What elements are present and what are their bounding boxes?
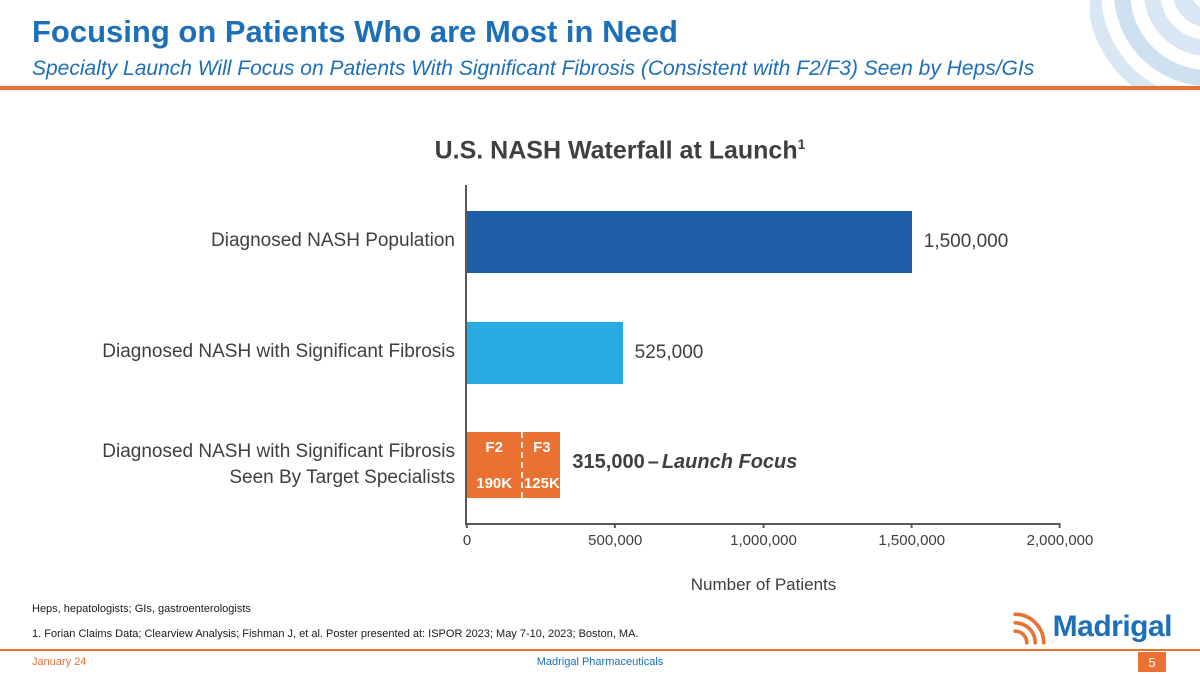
slide-title: Focusing on Patients Who are Most in Nee… xyxy=(32,14,678,49)
footer-date: January 24 xyxy=(32,656,87,668)
footnote-reference: 1. Forian Claims Data; Clearview Analysi… xyxy=(32,628,639,640)
bar-diagnosed-nash-significant-fibrosis xyxy=(467,322,623,384)
category-label-text: Seen By Target Specialists xyxy=(229,467,455,488)
footer-divider xyxy=(0,649,1200,651)
chart-title-text: U.S. NASH Waterfall at Launch xyxy=(434,136,798,165)
madrigal-swoosh-icon xyxy=(1013,612,1046,645)
value-label-launch-focus: 315,000– Launch Focus xyxy=(572,451,797,474)
bar-seen-by-target-specialists: F2 190K F3 125K xyxy=(467,432,561,498)
launch-focus-dash: – xyxy=(647,451,659,473)
x-tick-500000: 500,000 xyxy=(588,523,642,549)
segment-f3-value: 125K xyxy=(523,475,560,492)
madrigal-logo: Madrigal xyxy=(1012,608,1173,646)
slide-subtitle: Specialty Launch Will Focus on Patients … xyxy=(32,57,1035,80)
category-labels: Diagnosed NASH Population Diagnosed NASH… xyxy=(40,185,455,525)
x-tick-0: 0 xyxy=(463,523,471,549)
plot-area: F2 190K F3 125K 1,500,000 525,000 315,00… xyxy=(463,185,1093,594)
tick-mark xyxy=(466,523,468,528)
tick-label: 2,000,000 xyxy=(1026,532,1094,549)
launch-focus-number: 315,000 xyxy=(572,451,645,473)
value-label-1500000: 1,500,000 xyxy=(923,231,1009,252)
bar-segment-f3: F3 125K xyxy=(523,432,560,498)
segment-f3-label: F3 xyxy=(533,439,551,456)
tick-label: 0 xyxy=(462,532,472,549)
value-label-525000: 525,000 xyxy=(634,342,704,363)
bar-diagnosed-nash-population xyxy=(467,211,912,273)
page-number-badge: 5 xyxy=(1138,652,1166,672)
chart-title: U.S. NASH Waterfall at Launch1 xyxy=(180,136,1060,165)
tick-label: 500,000 xyxy=(588,532,643,549)
x-tick-1500000: 1,500,000 xyxy=(878,523,945,549)
segment-f2-label: F2 xyxy=(485,439,503,456)
category-label-text: Diagnosed NASH Population xyxy=(211,230,455,251)
bar-segment-f2: F2 190K xyxy=(467,432,524,498)
x-tick-1000000: 1,000,000 xyxy=(730,523,797,549)
chart-title-footnote-marker: 1 xyxy=(797,136,806,152)
category-label-text: Diagnosed NASH with Significant Fibrosis xyxy=(102,341,455,362)
tick-mark xyxy=(614,523,617,528)
header-divider xyxy=(0,86,1200,90)
x-axis-ticks: 0 500,000 1,000,000 1,500,000 2,000,000 xyxy=(463,523,1093,557)
x-tick-2000000: 2,000,000 xyxy=(1026,523,1094,549)
tick-label: 1,500,000 xyxy=(878,532,946,549)
footer-company: Madrigal Pharmaceuticals xyxy=(536,656,664,668)
tick-mark xyxy=(1058,523,1061,528)
footnote-abbreviations: Heps, hepatologists; GIs, gastroenterolo… xyxy=(32,603,251,615)
tick-mark xyxy=(910,523,913,528)
tick-label: 1,000,000 xyxy=(730,532,797,549)
category-label-significant-fibrosis: Diagnosed NASH with Significant Fibrosis xyxy=(40,341,455,363)
madrigal-wordmark: Madrigal xyxy=(1052,610,1173,643)
corner-swoosh-decoration xyxy=(1090,0,1200,86)
segment-f2-value: 190K xyxy=(476,475,513,492)
category-label-diagnosed-nash: Diagnosed NASH Population xyxy=(40,230,455,252)
x-axis-label: Number of Patients xyxy=(690,575,837,594)
tick-mark xyxy=(762,523,765,528)
category-label-text: Diagnosed NASH with Significant Fibrosis xyxy=(102,441,455,462)
launch-focus-text: Launch Focus xyxy=(661,451,798,473)
category-label-target-specialists: Diagnosed NASH with Significant Fibrosis… xyxy=(40,439,455,491)
